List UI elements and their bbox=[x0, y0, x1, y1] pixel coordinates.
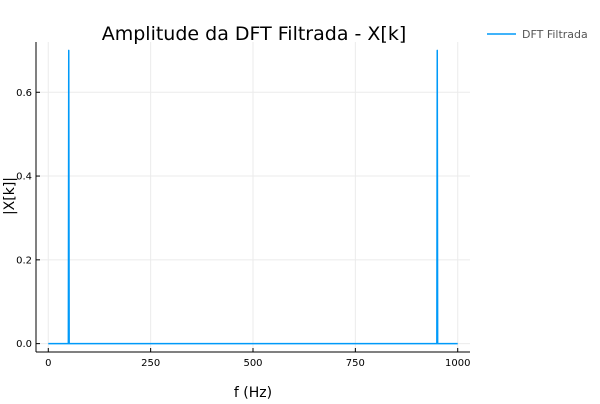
y-tick-label: 0.2 bbox=[16, 255, 32, 266]
series-line-dft-filtrada bbox=[48, 49, 458, 345]
series bbox=[48, 49, 458, 345]
legend-label: DFT Filtrada bbox=[522, 28, 588, 41]
x-tick-label: 1000 bbox=[445, 358, 470, 369]
legend: DFT Filtrada bbox=[487, 28, 588, 41]
x-tick-label: 0 bbox=[45, 358, 51, 369]
x-axis-label: f (Hz) bbox=[234, 385, 272, 400]
y-axis-label: |X[k]| bbox=[2, 177, 18, 215]
x-tick-label: 500 bbox=[243, 358, 262, 369]
x-tick-label: 750 bbox=[346, 358, 365, 369]
ticks: 0 250 500 750 1000 0.0 0.2 0.4 0.6 bbox=[16, 88, 470, 369]
grid bbox=[36, 42, 470, 352]
y-tick-label: 0.4 bbox=[16, 172, 32, 183]
y-tick-label: 0.6 bbox=[16, 88, 32, 99]
y-tick-label: 0.0 bbox=[16, 339, 32, 350]
chart-title: Amplitude da DFT Filtrada - X[k] bbox=[102, 23, 407, 45]
x-tick-label: 250 bbox=[141, 358, 160, 369]
